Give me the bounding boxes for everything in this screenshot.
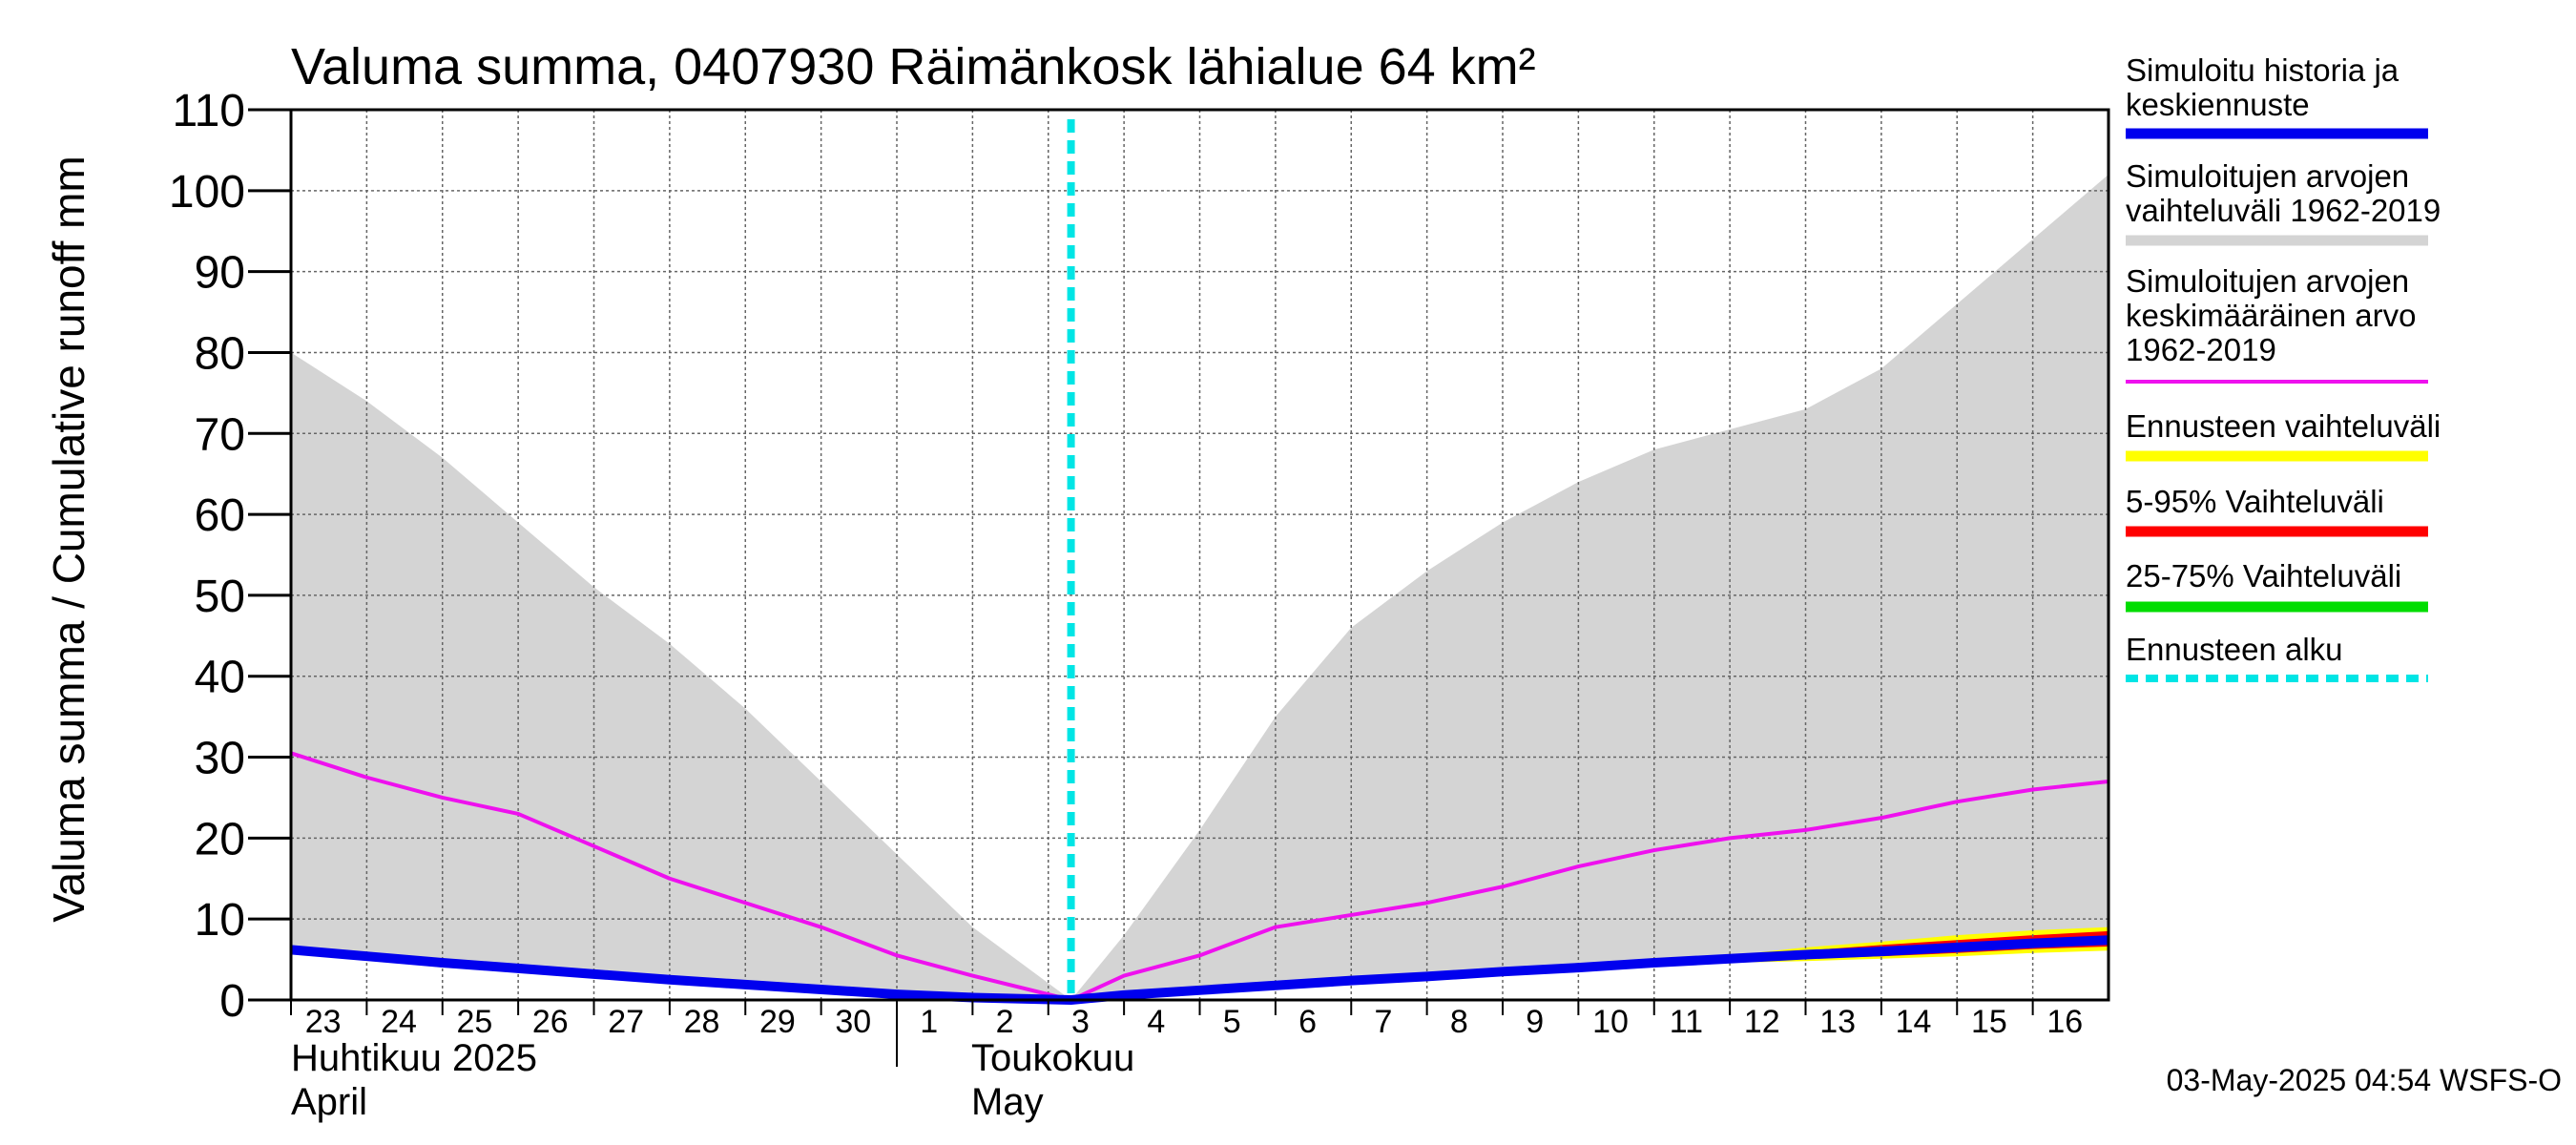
y-tick-label: 50 <box>195 572 245 622</box>
x-tick-label: 7 <box>1374 1004 1392 1040</box>
month-label-may-en: May <box>971 1081 1044 1123</box>
x-tick-label: 16 <box>2046 1004 2083 1040</box>
legend-text: 25-75% Vaihteluväli <box>2126 558 2401 593</box>
timestamp-footer: 03-May-2025 04:54 WSFS-O <box>2167 1063 2562 1097</box>
lines-layer <box>290 119 2109 1005</box>
x-tick-label: 1 <box>920 1004 938 1040</box>
x-tick-label: 3 <box>1071 1004 1090 1040</box>
legend-text: Simuloitujen arvojen <box>2126 263 2409 299</box>
x-tick-label: 30 <box>835 1004 871 1040</box>
x-tick-label: 29 <box>759 1004 796 1040</box>
x-tick-label: 25 <box>457 1004 493 1040</box>
y-tick-label: 70 <box>195 409 245 460</box>
legend-text: keskimääräinen arvo <box>2126 298 2416 333</box>
line-simuloitu-historia-ja-keskiennuste <box>290 935 2109 1005</box>
line-simuloitujen-arvojen-keskim-r-inen-arvo-1962-2019 <box>290 751 2109 1002</box>
y-tick-label: 100 <box>169 167 245 218</box>
x-tick-label: 14 <box>1896 1004 1932 1040</box>
x-tick-label: 9 <box>1526 1004 1544 1040</box>
month-label-april-en: April <box>291 1081 367 1123</box>
x-tick-label: 24 <box>381 1004 417 1040</box>
x-tick-label: 4 <box>1147 1004 1165 1040</box>
x-tick-label: 6 <box>1298 1004 1317 1040</box>
legend-text: 1962-2019 <box>2126 332 2276 367</box>
x-tick-label: 10 <box>1592 1004 1629 1040</box>
x-tick-label: 23 <box>305 1004 342 1040</box>
y-tick-label: 110 <box>172 86 245 136</box>
x-tick-label: 15 <box>1971 1004 2007 1040</box>
x-tick-label: 5 <box>1223 1004 1241 1040</box>
y-tick-label: 0 <box>219 976 245 1027</box>
x-tick-label: 28 <box>684 1004 720 1040</box>
month-label-may-fi: Toukokuu <box>971 1037 1134 1079</box>
legend-text: Simuloitu historia ja <box>2126 52 2399 88</box>
x-tick-label: 13 <box>1819 1004 1856 1040</box>
legend-text: Ennusteen vaihteluväli <box>2126 408 2441 444</box>
legend-text: keskiennuste <box>2126 87 2310 122</box>
band-ennusteen-vaihteluv-li <box>1070 926 2109 1000</box>
x-tick-label: 12 <box>1744 1004 1780 1040</box>
month-label-april-fi: Huhtikuu 2025 <box>291 1037 537 1079</box>
x-tick-label: 26 <box>532 1004 569 1040</box>
y-axis-label: Valuma summa / Cumulative runoff mm <box>44 156 93 923</box>
y-tick-label: 90 <box>195 248 245 299</box>
y-tick-label: 40 <box>195 653 245 703</box>
legend-text: Simuloitujen arvojen <box>2126 158 2409 194</box>
legend-text: Ennusteen alku <box>2126 632 2343 667</box>
x-tick-label: 11 <box>1670 1004 1703 1040</box>
legend-text: 5-95% Vaihteluväli <box>2126 484 2384 519</box>
y-tick-label: 20 <box>195 814 245 864</box>
y-tick-label: 10 <box>195 895 245 946</box>
y-tick-label: 60 <box>195 490 245 541</box>
y-tick-label: 30 <box>195 734 245 784</box>
chart-title: Valuma summa, 0407930 Räimänkosk lähialu… <box>291 38 1536 95</box>
x-tick-label: 8 <box>1450 1004 1468 1040</box>
x-tick-label: 2 <box>996 1004 1014 1040</box>
y-tick-label: 80 <box>195 328 245 379</box>
x-tick-label: 27 <box>608 1004 644 1040</box>
legend-text: vaihteluväli 1962-2019 <box>2126 193 2441 228</box>
